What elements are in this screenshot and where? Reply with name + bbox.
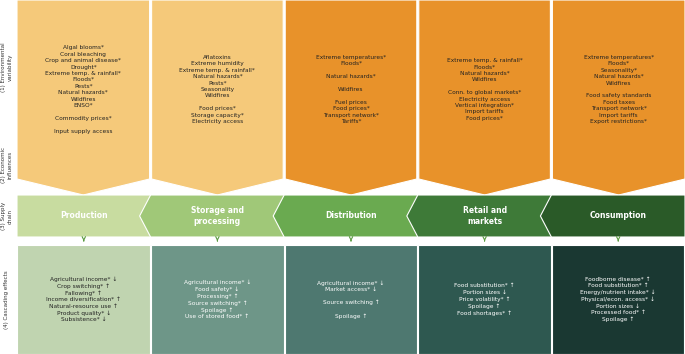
Text: Agricultural income* ↓
Market access* ↓

Source switching ↑

Spoilage ↑: Agricultural income* ↓ Market access* ↓ …: [317, 280, 384, 319]
Polygon shape: [151, 0, 283, 195]
Text: Extreme temp. & rainfall*
Floods*
Natural hazards*
Wildfires

Conn. to global ma: Extreme temp. & rainfall* Floods* Natura…: [447, 58, 523, 121]
Text: Agricultural income* ↓
Food safety* ↓
Processing* ↑
Source switching* ↑
Spoilage: Agricultural income* ↓ Food safety* ↓ Pr…: [184, 280, 251, 319]
Polygon shape: [285, 0, 416, 195]
Text: (1) Environmental
variability: (1) Environmental variability: [1, 43, 12, 92]
Bar: [18, 245, 150, 354]
Text: Storage and
processing: Storage and processing: [191, 206, 244, 226]
Polygon shape: [17, 0, 149, 195]
Text: Production: Production: [60, 211, 108, 221]
Text: Foodborne disease* ↑
Food substitution* ↑
Energy/nutrient intake* ↓
Physical/eco: Foodborne disease* ↑ Food substitution* …: [580, 277, 656, 322]
Text: (3) Supply
chain: (3) Supply chain: [1, 202, 12, 230]
Text: Consumption: Consumption: [590, 211, 647, 221]
Polygon shape: [273, 195, 429, 237]
Bar: [419, 245, 551, 354]
Text: Distribution: Distribution: [325, 211, 377, 221]
Polygon shape: [407, 195, 562, 237]
Polygon shape: [419, 0, 551, 195]
Bar: [285, 245, 417, 354]
Text: Algal blooms*
Coral bleaching
Crop and animal disease*
Drought*
Extreme temp. & : Algal blooms* Coral bleaching Crop and a…: [45, 45, 121, 133]
Text: Agricultural income* ↓
Crop switching* ↑
Fallowing* ↑
Income diversification* ↑
: Agricultural income* ↓ Crop switching* ↑…: [47, 277, 121, 322]
Bar: [151, 245, 284, 354]
Bar: [552, 245, 684, 354]
Polygon shape: [540, 195, 685, 237]
Text: Extreme temperatures*
Floods*

Natural hazards*

Wildfires

Fuel prices
Food pri: Extreme temperatures* Floods* Natural ha…: [316, 55, 386, 124]
Polygon shape: [17, 195, 162, 237]
Text: Food substitution* ↑
Portion sizes ↓
Price volatility* ↑
Spoilage ↑
Food shortag: Food substitution* ↑ Portion sizes ↓ Pri…: [454, 284, 515, 316]
Text: (2) Economic
influences: (2) Economic influences: [1, 147, 12, 183]
Text: (4) Cascading effects: (4) Cascading effects: [5, 270, 10, 329]
Polygon shape: [552, 0, 685, 195]
Text: Extreme temperatures*
Floods*
Seasonality*
Natural hazards*
Wildfires

Food safe: Extreme temperatures* Floods* Seasonalit…: [584, 55, 653, 124]
Polygon shape: [140, 195, 295, 237]
Text: Retail and
markets: Retail and markets: [462, 206, 507, 226]
Text: Aflatoxins
Extreme humidity
Extreme temp. & rainfall*
Natural hazards*
Pests*
Se: Aflatoxins Extreme humidity Extreme temp…: [179, 55, 256, 124]
